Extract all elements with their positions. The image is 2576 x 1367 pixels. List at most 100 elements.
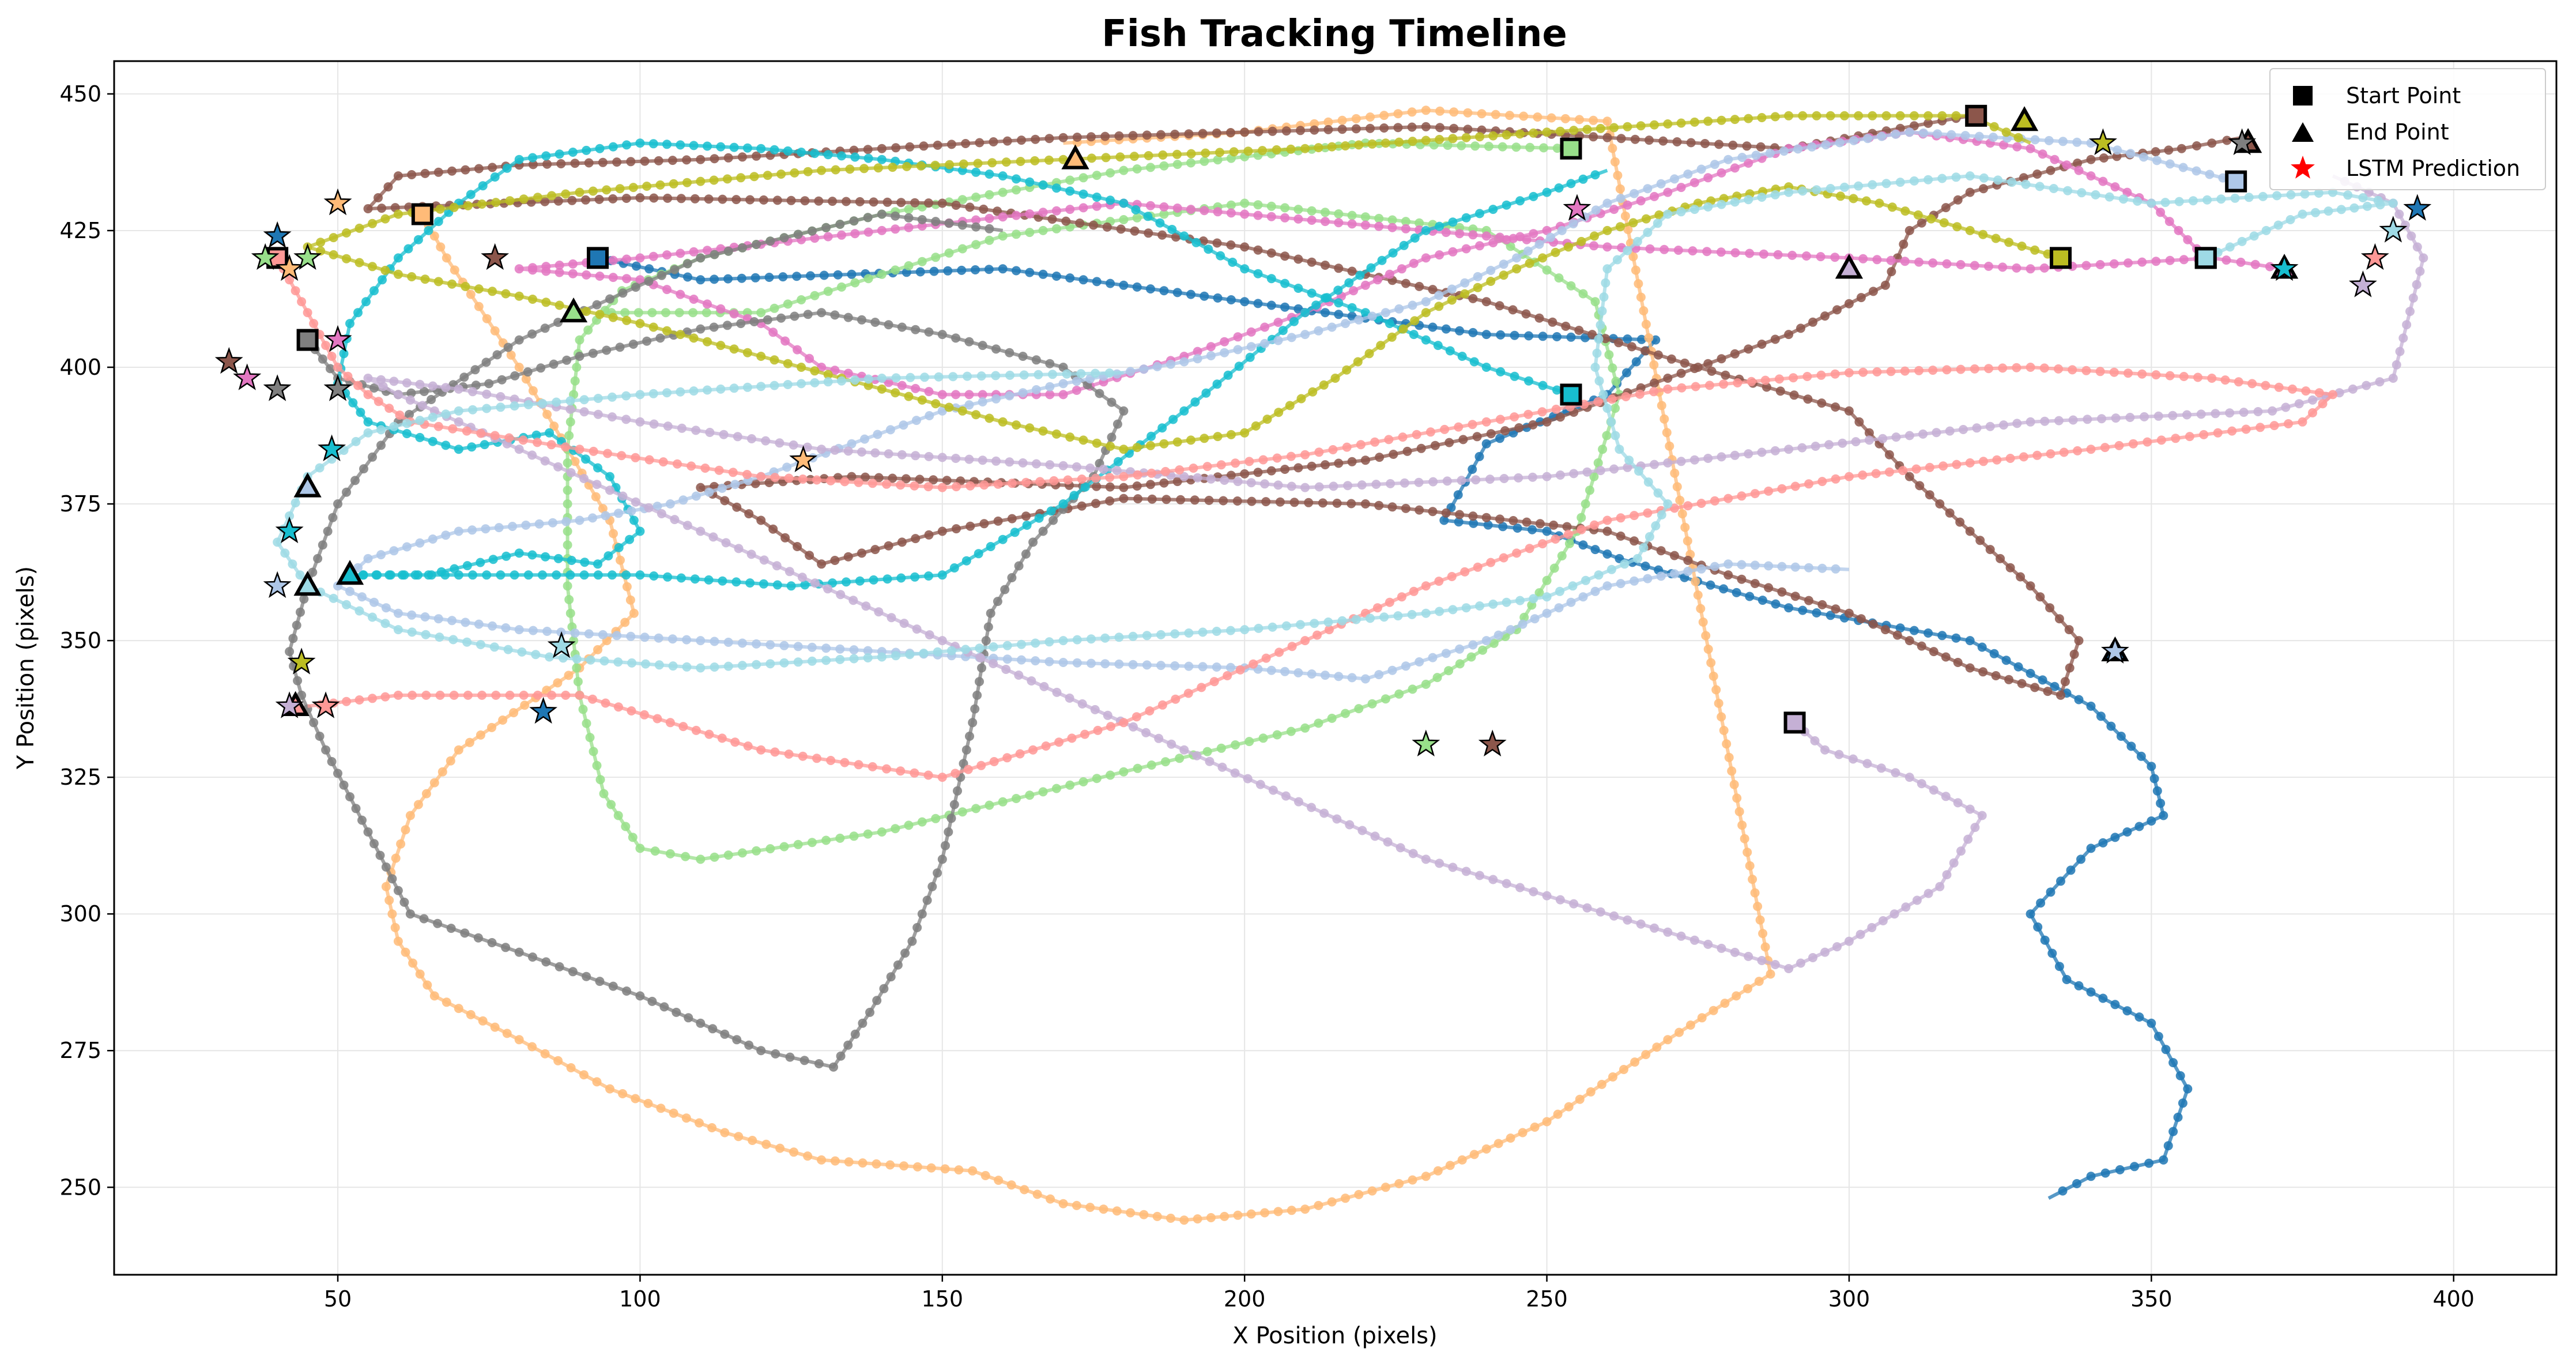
track-point bbox=[756, 352, 766, 361]
lstm-prediction-star bbox=[263, 374, 292, 401]
track-point bbox=[854, 477, 863, 487]
track-point bbox=[380, 266, 390, 275]
track-point bbox=[1777, 562, 1787, 571]
lstm-prediction-markers bbox=[214, 128, 2432, 757]
track-point bbox=[877, 827, 887, 837]
track-point bbox=[1542, 1117, 1552, 1127]
track-point bbox=[288, 559, 297, 569]
track-point bbox=[1486, 429, 1496, 439]
track-point bbox=[1831, 402, 1840, 412]
track-point bbox=[830, 445, 840, 455]
track-point bbox=[1021, 477, 1031, 487]
track-point bbox=[747, 434, 756, 443]
track-point bbox=[971, 240, 981, 250]
track-point bbox=[843, 446, 853, 456]
track-point bbox=[1590, 586, 1600, 596]
track-point bbox=[1750, 579, 1760, 589]
track-point bbox=[1226, 128, 1235, 137]
track-point bbox=[1400, 478, 1409, 488]
track-point bbox=[1937, 111, 1947, 120]
track-point bbox=[1253, 468, 1263, 477]
track-point bbox=[1166, 359, 1175, 369]
track-point bbox=[1005, 391, 1014, 401]
track-point bbox=[1092, 774, 1102, 784]
track-point bbox=[608, 392, 617, 402]
track-point bbox=[2286, 190, 2296, 199]
track-point bbox=[1286, 726, 1296, 736]
track-point bbox=[1703, 359, 1713, 368]
track-point bbox=[1591, 205, 1601, 215]
track-point bbox=[1220, 348, 1229, 357]
track-point bbox=[917, 909, 927, 919]
track-point bbox=[1956, 846, 1966, 856]
track-point bbox=[877, 269, 887, 279]
track-point bbox=[1379, 111, 1389, 120]
track-point bbox=[1506, 1133, 1515, 1143]
track-point bbox=[1542, 472, 1552, 481]
track-point bbox=[823, 150, 833, 160]
track-point bbox=[1435, 106, 1444, 116]
track-point bbox=[1113, 457, 1123, 466]
track-point bbox=[1530, 614, 1540, 624]
track-point bbox=[490, 326, 500, 336]
track-point bbox=[1385, 597, 1394, 607]
track-point bbox=[369, 839, 379, 849]
track-point bbox=[2174, 197, 2184, 206]
track-point bbox=[285, 275, 295, 285]
track-point bbox=[424, 225, 433, 235]
track-point bbox=[655, 180, 665, 190]
track-point bbox=[1703, 454, 1713, 463]
track-point bbox=[2250, 259, 2260, 269]
track-point bbox=[1496, 330, 1506, 340]
track-point bbox=[1025, 268, 1035, 277]
track-point bbox=[1663, 119, 1673, 129]
track-point bbox=[1260, 1208, 1270, 1218]
track-point bbox=[961, 139, 971, 148]
track-point bbox=[521, 520, 531, 530]
track-point bbox=[1744, 114, 1753, 123]
track-point bbox=[925, 411, 934, 420]
track-point bbox=[806, 271, 815, 281]
track-point bbox=[1793, 144, 1803, 154]
track-point bbox=[1764, 486, 1774, 496]
track-point bbox=[2407, 231, 2416, 241]
track-point bbox=[1538, 253, 1548, 263]
track-point bbox=[1486, 266, 1496, 275]
track-point bbox=[810, 378, 820, 387]
track-point bbox=[1914, 257, 1923, 267]
track-point bbox=[575, 352, 584, 361]
y-tick-label: 325 bbox=[59, 765, 101, 790]
track-point bbox=[1568, 581, 1578, 591]
track-point bbox=[1454, 422, 1464, 432]
track-point bbox=[1534, 313, 1544, 323]
track-point bbox=[1114, 632, 1124, 642]
track-point bbox=[2110, 833, 2120, 842]
track-point bbox=[1397, 264, 1406, 274]
track-point bbox=[2012, 419, 2022, 428]
track-point bbox=[579, 395, 589, 405]
track-point bbox=[1593, 458, 1603, 468]
track-point bbox=[1128, 631, 1138, 641]
track-point bbox=[1831, 474, 1840, 484]
track-point bbox=[1913, 210, 1923, 220]
track-point bbox=[644, 277, 654, 286]
track-point bbox=[441, 409, 451, 419]
track-point bbox=[989, 659, 998, 668]
track-point bbox=[2047, 948, 2057, 958]
track-point bbox=[1067, 733, 1077, 743]
track-point bbox=[555, 268, 564, 277]
track-point bbox=[1502, 597, 1511, 607]
track-point bbox=[1844, 299, 1854, 308]
track-point bbox=[1240, 428, 1250, 438]
track-point bbox=[405, 909, 415, 919]
track-point bbox=[1951, 633, 1961, 643]
track-point bbox=[514, 445, 524, 454]
track-point bbox=[1128, 131, 1138, 141]
track-point bbox=[1917, 218, 1926, 228]
track-point bbox=[1724, 752, 1734, 762]
track-point bbox=[1608, 363, 1617, 373]
track-point bbox=[1087, 132, 1096, 142]
track-point bbox=[402, 419, 412, 428]
track-point bbox=[1826, 611, 1835, 620]
track-point bbox=[779, 658, 789, 668]
